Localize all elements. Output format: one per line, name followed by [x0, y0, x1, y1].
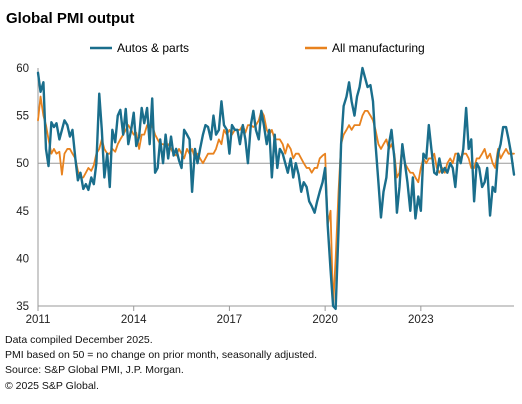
x-tick-label: 2014 — [121, 314, 147, 326]
x-tick-label: 2020 — [312, 314, 338, 326]
series-line-all-manufacturing — [37, 95, 515, 307]
x-tick-label: 2017 — [217, 314, 243, 326]
note-compiled: Data compiled December 2025. — [5, 334, 153, 346]
x-tick-label: 2023 — [408, 314, 434, 326]
y-tick-label: 55 — [16, 111, 29, 123]
y-tick-label: 35 — [16, 301, 29, 313]
y-tick-label: 50 — [16, 158, 29, 170]
line-chart: Autos & parts All manufacturing 35 40 45 50 5… — [16, 41, 516, 326]
y-tick-label: 40 — [16, 253, 29, 265]
x-axis: 2011 2014 2017 2020 2023 — [26, 305, 514, 326]
legend-label: All manufacturing — [332, 41, 425, 55]
y-axis: 35 40 45 50 55 60 — [16, 63, 39, 313]
series-lines — [36, 66, 516, 311]
series-line-autos-parts — [36, 66, 516, 311]
note-copyright: © 2025 S&P Global. — [5, 379, 99, 392]
note-pmi-definition: PMI based on 50 = no change on prior mon… — [5, 349, 317, 362]
chart-title: Global PMI output — [6, 10, 135, 27]
x-tick-label: 2011 — [26, 314, 51, 326]
legend: Autos & parts All manufacturing — [90, 41, 425, 55]
y-tick-label: 60 — [16, 63, 29, 75]
legend-label: Autos & parts — [117, 41, 189, 55]
chart-notes: Data compiled December 2025. PMI based o… — [5, 333, 317, 394]
y-tick-label: 45 — [16, 206, 29, 218]
note-source: Source: S&P Global PMI, J.P. Morgan. — [5, 364, 184, 377]
